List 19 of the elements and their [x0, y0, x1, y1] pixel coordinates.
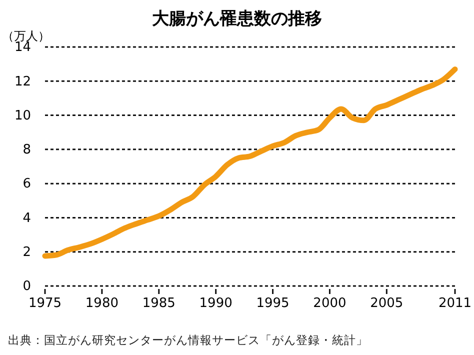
x-tick-label: 1980	[85, 296, 118, 312]
x-tick-label: 1995	[256, 296, 290, 312]
y-tick-label: 0	[22, 279, 31, 294]
y-tick-label: 10	[14, 108, 31, 124]
x-tick-label: 2011	[438, 296, 472, 312]
x-tick-label: 2005	[370, 296, 404, 312]
y-tick-label: 4	[22, 210, 31, 226]
y-axis-title: （万人）	[2, 29, 50, 43]
chart-title: 大腸がん罹患数の推移	[152, 9, 322, 29]
source-note: 出典：国立がん研究センターがん情報サービス「がん登録・統計」	[8, 333, 368, 347]
y-tick-label: 2	[22, 245, 31, 260]
y-tick-label: 14	[14, 40, 31, 56]
x-tick-label: 1990	[199, 296, 232, 312]
y-tick-label: 6	[22, 176, 31, 192]
x-tick-label: 1985	[142, 296, 176, 312]
y-tick-label: 8	[22, 142, 31, 158]
x-tick-label: 2000	[313, 296, 346, 312]
y-tick-label: 12	[14, 74, 31, 90]
x-tick-label: 1975	[28, 296, 62, 312]
